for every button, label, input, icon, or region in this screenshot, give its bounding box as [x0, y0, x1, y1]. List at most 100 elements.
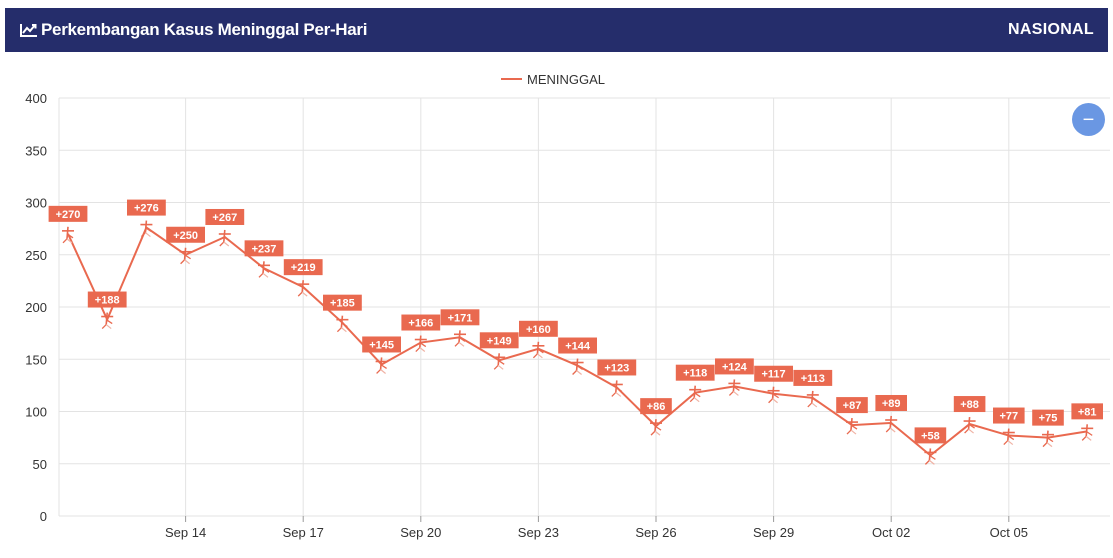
data-label: +117 — [762, 369, 786, 381]
data-point-marker[interactable] — [1002, 428, 1015, 446]
data-label: +113 — [801, 373, 825, 385]
data-label: +267 — [212, 212, 237, 224]
data-label-box — [283, 259, 323, 276]
data-label-box — [597, 359, 637, 376]
data-point-marker[interactable] — [414, 335, 427, 352]
data-point-marker[interactable] — [885, 415, 898, 433]
x-tick-label: Sep 14 — [165, 525, 206, 540]
data-label-box — [993, 407, 1025, 424]
x-tick-label: Oct 02 — [872, 525, 910, 540]
line-chart: 0 50 100 150 200 250 300 350 400 Sep 14 Sep 17 Sep … — [25, 72, 1110, 540]
data-label-box — [362, 336, 401, 353]
data-label: +171 — [448, 312, 473, 324]
data-label-box — [675, 364, 715, 381]
data-label-box — [640, 398, 672, 415]
x-tick-label: Oct 05 — [990, 525, 1028, 540]
data-label: +166 — [408, 318, 433, 330]
data-label: +124 — [722, 361, 748, 373]
data-point-marker[interactable] — [806, 390, 819, 408]
legend-label: MENINGGAL — [527, 72, 605, 87]
y-tick-label: 0 — [40, 509, 47, 524]
data-label-box — [519, 320, 558, 337]
data-label: +188 — [95, 295, 120, 307]
data-point-marker[interactable] — [101, 312, 114, 330]
data-point-marker[interactable] — [62, 226, 74, 244]
data-label-box — [953, 396, 986, 413]
data-point-marker[interactable] — [650, 419, 662, 436]
data-point-marker[interactable] — [140, 220, 153, 238]
chart-header: Perkembangan Kasus Meninggal Per-Hari NA… — [5, 8, 1108, 52]
data-point-marker[interactable] — [375, 357, 388, 374]
data-label-box — [479, 332, 519, 349]
data-label-box — [127, 199, 166, 216]
chart-area: 0 50 100 150 200 250 300 350 400 Sep 14 Sep 17 Sep … — [0, 52, 1113, 553]
data-label-box — [875, 394, 907, 411]
data-label-box — [87, 291, 127, 308]
y-tick-label: 150 — [25, 352, 47, 367]
region-label[interactable]: NASIONAL — [1008, 21, 1094, 38]
data-point-marker[interactable] — [336, 315, 349, 333]
data-point-marker[interactable] — [689, 385, 702, 403]
x-tick-label: Sep 29 — [753, 525, 794, 540]
data-point-marker[interactable] — [846, 418, 858, 435]
data-label: +58 — [921, 430, 940, 442]
data-point-marker[interactable] — [1081, 424, 1094, 441]
x-tick-label: Sep 26 — [635, 525, 676, 540]
zoom-out-button[interactable]: − — [1072, 103, 1105, 136]
data-label: +145 — [369, 339, 394, 351]
y-tick-label: 50 — [33, 457, 47, 472]
data-point-marker[interactable] — [179, 247, 192, 265]
data-label: +87 — [843, 400, 862, 412]
data-label-box — [48, 205, 88, 222]
data-label: +75 — [1039, 413, 1058, 425]
y-tick-label: 250 — [25, 248, 47, 263]
data-label-box — [205, 208, 245, 225]
data-label: +276 — [134, 203, 159, 215]
data-point-marker[interactable] — [610, 380, 623, 397]
data-point-marker[interactable] — [924, 448, 937, 465]
data-label: +118 — [683, 368, 707, 380]
data-label: +149 — [487, 335, 512, 347]
x-tick-label: Sep 23 — [518, 525, 559, 540]
data-point-marker[interactable] — [728, 379, 741, 396]
data-label-box — [440, 309, 480, 326]
data-label-box — [401, 314, 441, 331]
data-label: +89 — [882, 398, 901, 410]
data-point-marker[interactable] — [532, 341, 545, 359]
data-label: +77 — [999, 411, 1018, 423]
data-label: +144 — [565, 341, 591, 353]
minus-icon: − — [1082, 108, 1095, 131]
data-point-marker[interactable] — [218, 229, 231, 247]
data-point-marker[interactable] — [571, 358, 584, 375]
data-label-box — [323, 294, 362, 311]
data-label: +123 — [604, 362, 629, 374]
data-label-box — [715, 358, 754, 375]
data-point-marker[interactable] — [767, 386, 780, 404]
x-tick-label: Sep 17 — [283, 525, 324, 540]
data-point-marker[interactable] — [963, 416, 976, 434]
y-tick-label: 350 — [25, 143, 47, 158]
x-tick-label: Sep 20 — [400, 525, 441, 540]
data-point-marker[interactable] — [258, 261, 270, 278]
y-tick-label: 400 — [25, 91, 47, 106]
data-label-box — [558, 337, 597, 354]
data-point-marker[interactable] — [297, 280, 310, 297]
page-title: Perkembangan Kasus Meninggal Per-Hari — [41, 20, 368, 39]
data-label: +185 — [330, 298, 355, 310]
y-tick-label: 200 — [25, 300, 47, 315]
y-tick-label: 300 — [25, 196, 47, 211]
data-label-box — [244, 240, 284, 257]
data-label: +88 — [960, 399, 979, 411]
data-label-box — [754, 365, 793, 382]
y-tick-label: 100 — [25, 405, 47, 420]
data-label: +237 — [252, 243, 277, 255]
data-label: +86 — [647, 401, 666, 413]
data-point-marker[interactable] — [493, 353, 506, 370]
data-label: +250 — [173, 230, 198, 242]
data-point-marker[interactable] — [1042, 430, 1054, 448]
header-left: Perkembangan Kasus Meninggal Per-Hari — [19, 20, 367, 40]
data-label-box — [914, 427, 947, 444]
data-point-marker[interactable] — [454, 330, 466, 347]
data-label-box — [836, 397, 868, 414]
data-label-box — [1071, 403, 1103, 420]
